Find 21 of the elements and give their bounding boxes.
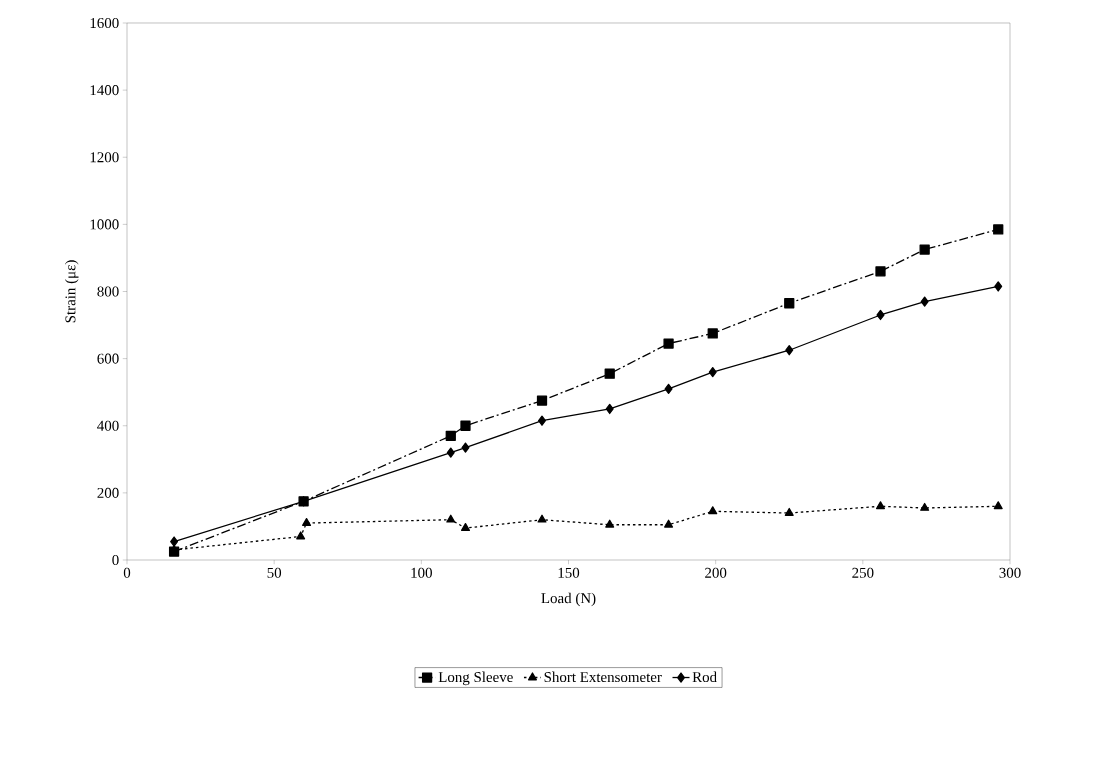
y-tick-label: 0 [112, 554, 119, 566]
y-tick-label: 800 [97, 286, 119, 297]
y-tick-label: 600 [97, 353, 119, 364]
legend-label: Long Sleeve [438, 671, 513, 686]
y-tick-label: 200 [97, 487, 119, 498]
x-tick-label: 50 [267, 567, 282, 578]
x-tick-label: 100 [411, 567, 432, 578]
x-tick-label: 200 [705, 567, 727, 578]
legend-label: Short Extensometer [544, 671, 662, 683]
x-tick-label: 0 [123, 567, 131, 578]
legend-label: Rod [692, 671, 717, 683]
y-tick-label: 1600 [90, 17, 119, 29]
x-tick-label: 150 [558, 567, 580, 578]
x-axis-title: Load (N) [541, 592, 596, 607]
x-tick-label: 250 [852, 567, 874, 578]
y-axis-title: Strain (με) [64, 260, 79, 323]
y-tick-label: 400 [97, 420, 119, 431]
y-tick-label: 1200 [90, 152, 119, 163]
y-tick-label: 1000 [90, 219, 119, 230]
x-tick-label: 300 [999, 567, 1021, 578]
y-tick-label: 1400 [90, 85, 119, 96]
